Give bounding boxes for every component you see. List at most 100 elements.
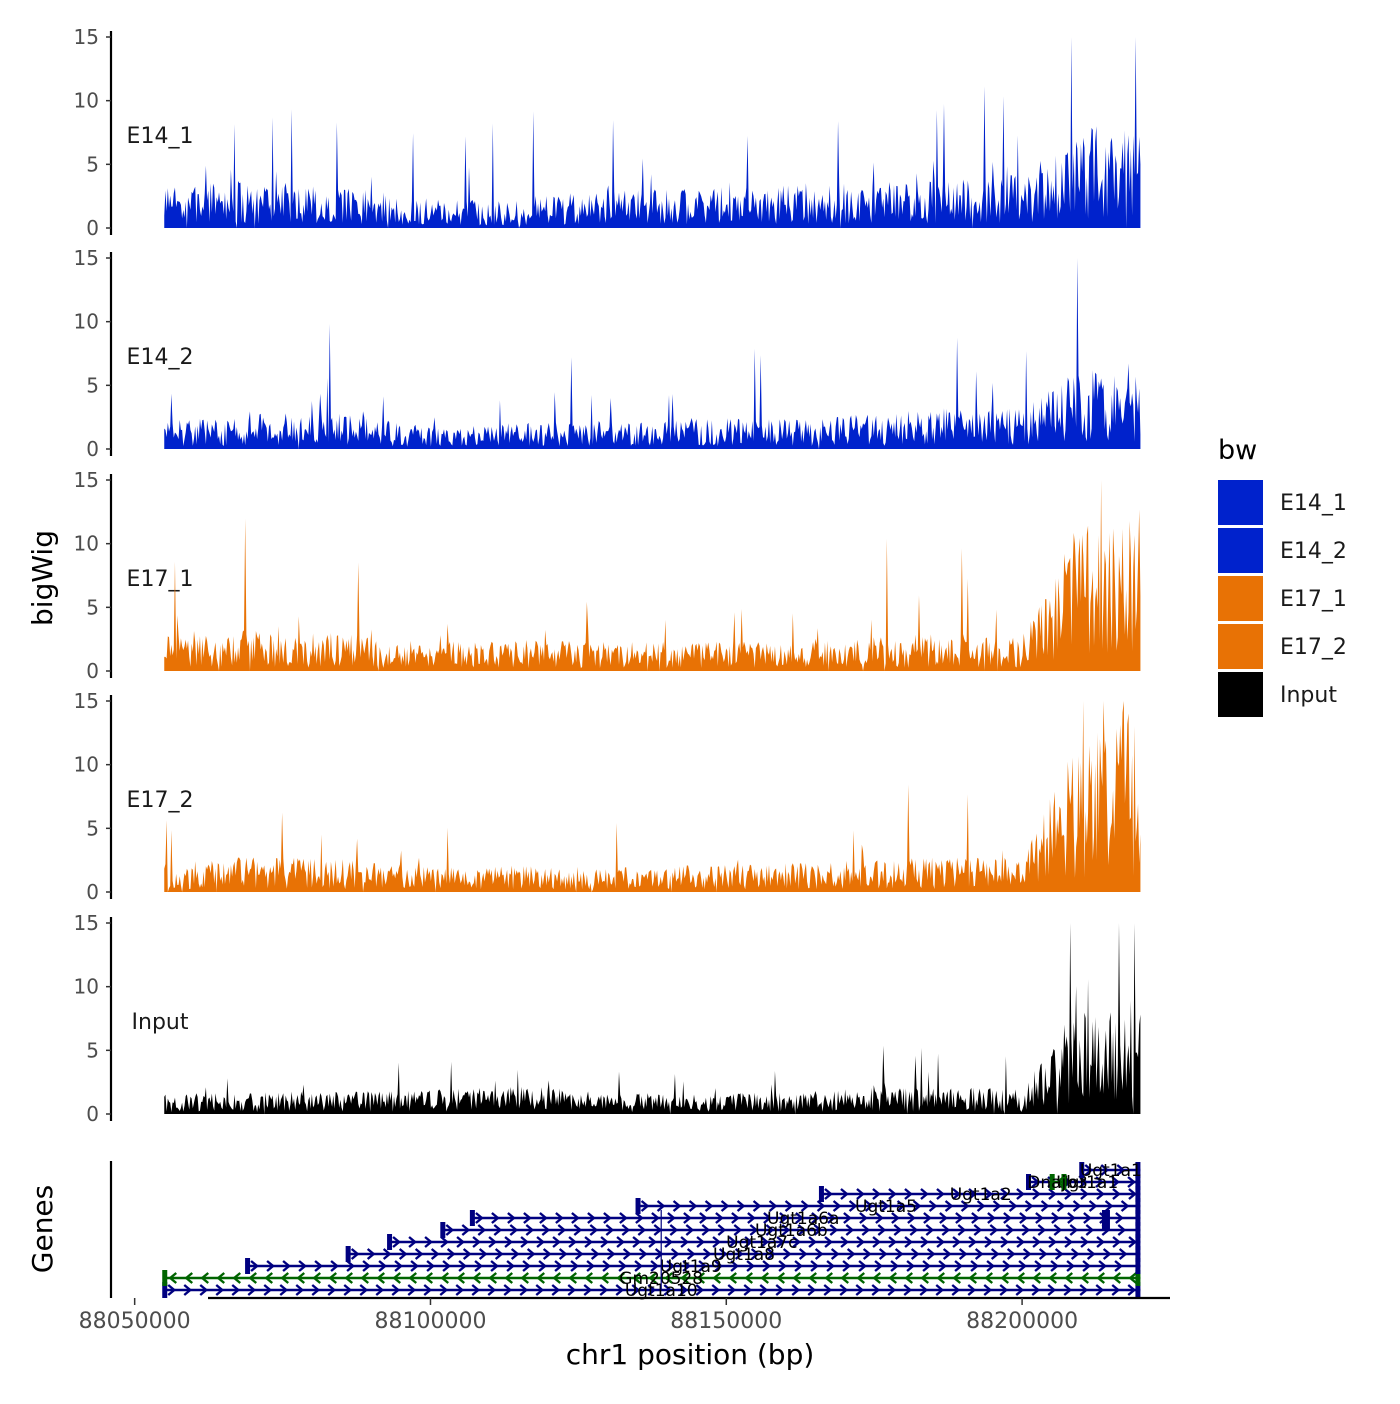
strand-arrow: [1002, 1260, 1011, 1272]
gene-ugt1a1: Ugt1a1: [1079, 1161, 1142, 1181]
strand-arrow: [1064, 1272, 1074, 1284]
strand-arrow: [664, 1236, 673, 1248]
strand-arrow: [715, 1212, 724, 1224]
strand-arrow: [1056, 1200, 1066, 1212]
strand-arrow: [650, 1260, 659, 1272]
panel-label-e17-1: E17_1: [127, 567, 194, 592]
y-tick-label: 0: [86, 1102, 99, 1126]
strand-arrow: [672, 1200, 682, 1212]
gene-track: Ugt1a10Gm20528Ugt1a9Ugt1a8Ugt1a7cUgt1a6b…: [109, 1161, 1142, 1301]
strand-arrow: [792, 1236, 801, 1248]
gene-ugt1a1: Ugt1a1: [1026, 1173, 1141, 1193]
strand-arrow: [1128, 1236, 1137, 1248]
strand-arrow: [487, 1284, 497, 1296]
strand-arrow: [1114, 1260, 1123, 1272]
strand-arrow: [602, 1260, 611, 1272]
strand-arrow: [376, 1272, 386, 1284]
strand-arrow: [1096, 1188, 1105, 1200]
strand-arrow: [1016, 1188, 1025, 1200]
strand-arrow: [776, 1272, 786, 1284]
strand-arrow: [747, 1212, 756, 1224]
strand-arrow: [663, 1284, 673, 1296]
gene-ugt1a7c: Ugt1a7c: [387, 1233, 1141, 1253]
strand-arrow: [1067, 1212, 1076, 1224]
strand-arrow: [832, 1200, 842, 1212]
strand-arrow: [264, 1272, 274, 1284]
strand-arrow: [490, 1260, 499, 1272]
strand-arrow: [606, 1248, 616, 1260]
exon: [162, 1270, 168, 1286]
strand-arrow: [346, 1260, 355, 1272]
strand-arrow: [952, 1188, 961, 1200]
strand-arrow: [823, 1284, 833, 1296]
strand-arrow: [509, 1224, 519, 1236]
strand-arrow: [583, 1284, 593, 1296]
strand-arrow: [784, 1200, 794, 1212]
strand-arrow: [887, 1284, 897, 1296]
legend-label-e17-1: E17_1: [1280, 587, 1347, 612]
strand-arrow: [584, 1272, 594, 1284]
strand-arrow: [478, 1248, 488, 1260]
strand-arrow: [247, 1284, 257, 1296]
strand-arrow: [695, 1284, 705, 1296]
strand-arrow: [1116, 1164, 1126, 1176]
strand-arrow: [1112, 1188, 1121, 1200]
strand-arrow: [525, 1224, 535, 1236]
track-e17-1: 0 5 10 15 E17_1: [74, 468, 1141, 683]
strand-arrow: [568, 1272, 578, 1284]
legend-label-e17-2: E17_2: [1280, 635, 1347, 660]
strand-arrow: [856, 1272, 866, 1284]
strand-arrow: [263, 1284, 273, 1296]
strand-arrow: [621, 1224, 631, 1236]
strand-arrow: [327, 1284, 337, 1296]
strand-arrow: [1005, 1224, 1015, 1236]
gene-label: Ugt1a8: [713, 1245, 775, 1265]
strand-arrow: [797, 1224, 807, 1236]
y-tick-label: 10: [74, 532, 99, 556]
strand-arrow: [637, 1224, 647, 1236]
exon: [1135, 1246, 1141, 1262]
strand-arrow: [824, 1272, 834, 1284]
gene-label: Ugt1a10: [625, 1281, 698, 1301]
strand-arrow: [382, 1248, 392, 1260]
strand-arrow: [1128, 1188, 1137, 1200]
gene-ugt1a5: Ugt1a5: [635, 1197, 1141, 1217]
strand-arrow: [814, 1248, 824, 1260]
y-tick-label: 15: [74, 468, 99, 492]
strand-arrow: [1096, 1272, 1106, 1284]
strand-arrow: [872, 1236, 881, 1248]
genes-axis-title: Genes: [26, 1185, 59, 1273]
strand-arrow: [554, 1260, 563, 1272]
strand-arrow: [1032, 1188, 1041, 1200]
strand-arrow: [791, 1284, 801, 1296]
strand-arrow: [688, 1200, 698, 1212]
strand-arrow: [1095, 1176, 1104, 1188]
strand-arrow: [600, 1236, 609, 1248]
strand-arrow: [493, 1224, 503, 1236]
strand-arrow: [938, 1260, 947, 1272]
strand-arrow: [792, 1272, 802, 1284]
y-tick-label: 15: [74, 25, 99, 49]
strand-arrow: [184, 1272, 194, 1284]
strand-arrow: [648, 1272, 658, 1284]
gene-ugt1a6b: Ugt1a6b: [440, 1221, 1141, 1241]
strand-arrow: [1080, 1188, 1089, 1200]
strand-arrow: [1127, 1176, 1136, 1188]
strand-arrow: [906, 1260, 915, 1272]
track-e17-2: 0 5 10 15 E17_2: [74, 689, 1141, 904]
strand-arrow: [573, 1224, 583, 1236]
y-tick-label: 15: [74, 689, 99, 713]
exon: [245, 1258, 251, 1274]
strand-arrow: [967, 1284, 977, 1296]
strand-arrow: [1022, 1248, 1032, 1260]
strand-arrow: [477, 1224, 487, 1236]
strand-arrow: [667, 1212, 676, 1224]
strand-arrow: [762, 1260, 771, 1272]
strand-arrow: [813, 1224, 823, 1236]
strand-arrow: [398, 1248, 408, 1260]
strand-arrow: [231, 1284, 241, 1296]
strand-arrow: [888, 1272, 898, 1284]
strand-arrow: [557, 1224, 567, 1236]
strand-arrow: [951, 1284, 961, 1296]
strand-arrow: [616, 1272, 626, 1284]
